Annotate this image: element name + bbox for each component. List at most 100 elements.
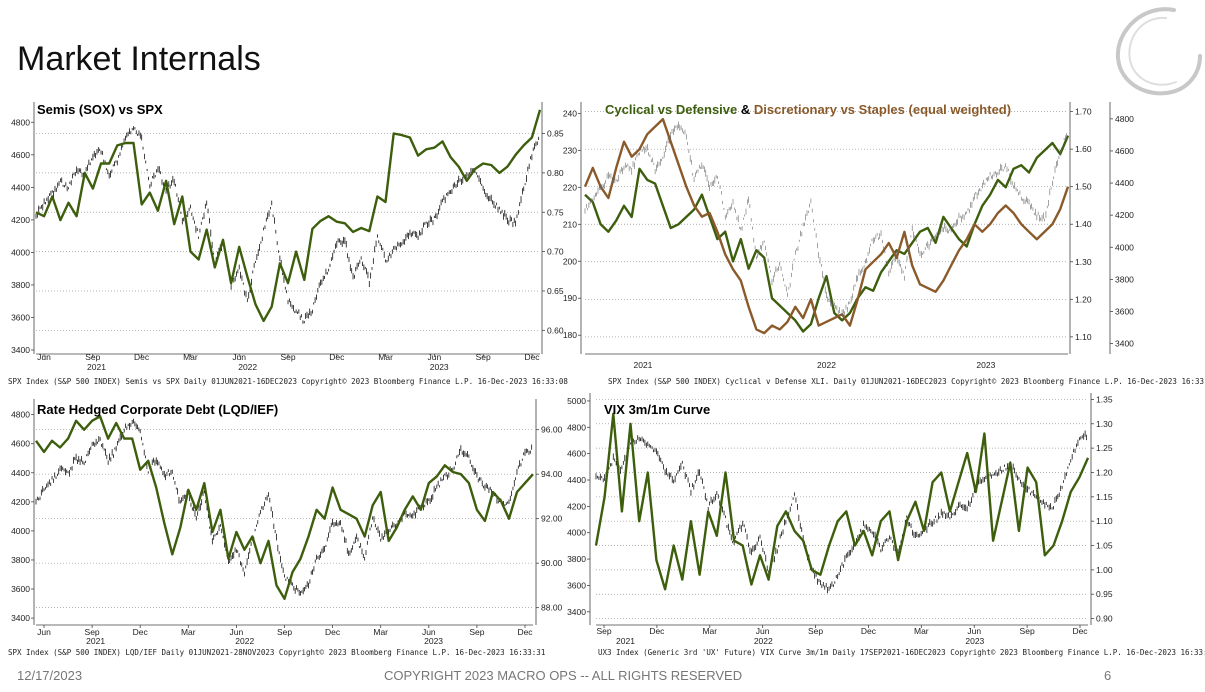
right-tick-label: 0.85 [547, 129, 564, 139]
left-tick-label: 4800 [11, 117, 30, 127]
x-tick-label: Sep [469, 627, 484, 637]
right-tick-label: 1.00 [1096, 565, 1113, 575]
x-tick-label: Dec [329, 352, 345, 362]
year-label: 2022 [817, 360, 836, 370]
left-tick-label: 220 [563, 182, 577, 192]
year-label: 2021 [633, 360, 652, 370]
right-tick-label: 1.50 [1075, 182, 1092, 192]
x-tick-label: Jun [232, 352, 246, 362]
footer-copyright: COPYRIGHT 2023 MACRO OPS -- ALL RIGHTS R… [384, 668, 743, 683]
far-right-tick-label: 4200 [1115, 210, 1134, 220]
right-tick-label: 96.00 [541, 425, 563, 435]
right-tick-label: 0.75 [547, 207, 564, 217]
x-tick-label: Dec [133, 627, 149, 637]
right-tick-label: 0.60 [547, 325, 564, 335]
left-tick-label: 210 [563, 219, 577, 229]
left-tick-label: 3400 [11, 345, 30, 355]
left-tick-label: 3800 [11, 280, 30, 290]
left-tick-label: 4400 [11, 182, 30, 192]
x-tick-label: Sep [280, 352, 295, 362]
right-tick-label: 0.95 [1096, 589, 1113, 599]
series-line-discretionary-vs-staples [583, 117, 1070, 335]
chart-vix-curve: 3400 3600 3800 4000 4200 4400 4600 4800 5000 0.90… [560, 393, 1205, 663]
x-tick-label: Sep [85, 627, 100, 637]
x-tick-label: Jun [756, 626, 770, 636]
x-tick-label: Sep [1020, 626, 1035, 636]
series-line-lqd-ief [35, 415, 534, 600]
right-tick-label: 92.00 [541, 514, 563, 524]
right-tick-label: 1.10 [1075, 332, 1092, 342]
year-label: 2023 [976, 360, 995, 370]
series-line-vix-3m-1m [594, 412, 1090, 591]
year-label: 2023 [430, 362, 449, 372]
x-tick-label: Mar [378, 352, 393, 362]
left-tick-label: 200 [563, 256, 577, 266]
year-label: 2022 [238, 362, 257, 372]
left-tick-label: 240 [563, 108, 577, 118]
far-right-tick-label: 4800 [1115, 114, 1134, 124]
far-right-tick-label: 3600 [1115, 306, 1134, 316]
chart-semis-vs-spx: 3400 3600 3800 4000 4200 4400 4600 4800 0.60 0.65… [0, 98, 568, 388]
series-line-semis-vs-spx [35, 109, 542, 323]
x-tick-label: Dec [861, 626, 877, 636]
chart-source: UX3 Index (Generic 3rd 'UX' Future) VIX … [598, 648, 1205, 657]
chart-vix-curve-plot: 3400 3600 3800 4000 4200 4400 4600 4800 5000 0.90… [567, 393, 1113, 646]
left-tick-label: 4200 [11, 215, 30, 225]
x-tick-label: Mar [914, 626, 929, 636]
left-tick-label: 3600 [11, 312, 30, 322]
right-tick-label: 1.05 [1096, 541, 1113, 551]
far-right-tick-label: 4600 [1115, 146, 1134, 156]
slide-title: Market Internals [17, 40, 261, 78]
far-right-tick-label: 3400 [1115, 339, 1134, 349]
far-right-tick-label: 3800 [1115, 274, 1134, 284]
x-tick-label: Sep [808, 626, 823, 636]
left-tick-label: 5000 [567, 396, 586, 406]
title-cyclical: Cyclical vs Defensive [605, 102, 738, 117]
series-spx [35, 418, 533, 596]
x-tick-label: Jun [967, 626, 981, 636]
year-label: 2021 [616, 636, 635, 646]
chart-title: VIX 3m/1m Curve [604, 402, 711, 417]
chart-title: Cyclical vs Defensive & Discretionary vs… [605, 102, 1011, 117]
x-tick-label: Sep [476, 352, 491, 362]
left-tick-label: 4000 [567, 528, 586, 538]
x-tick-label: Sep [85, 352, 100, 362]
right-tick-label: 1.30 [1075, 257, 1092, 267]
left-tick-label: 4800 [11, 410, 30, 420]
title-amp: & [737, 102, 754, 117]
x-tick-label: Mar [373, 627, 388, 637]
left-tick-label: 4000 [11, 247, 30, 257]
far-right-tick-label: 4400 [1115, 178, 1134, 188]
left-tick-label: 3400 [11, 613, 30, 623]
right-tick-label: 1.35 [1096, 394, 1113, 404]
left-tick-label: 230 [563, 145, 577, 155]
x-tick-label: Sep [277, 627, 292, 637]
right-tick-label: 1.60 [1075, 144, 1092, 154]
right-tick-label: 0.80 [547, 168, 564, 178]
left-tick-label: 4600 [11, 439, 30, 449]
year-label: 2023 [424, 636, 443, 646]
chart-source: SPX Index (S&P 500 INDEX) Cyclical v Def… [608, 377, 1205, 386]
x-tick-label: Dec [325, 627, 341, 637]
x-tick-label: Sep [596, 626, 611, 636]
chart-semis-vs-spx-plot: 3400 3600 3800 4000 4200 4400 4600 4800 0.60 0.65… [11, 102, 564, 372]
left-tick-label: 3800 [567, 554, 586, 564]
right-tick-label: 1.40 [1075, 219, 1092, 229]
page-number: 6 [1104, 668, 1112, 683]
right-tick-label: 1.70 [1075, 107, 1092, 117]
left-tick-label: 4400 [567, 475, 586, 485]
year-label: 2022 [235, 636, 254, 646]
brand-logo-icon [1115, 7, 1202, 96]
left-tick-label: 4800 [567, 422, 586, 432]
series-spx [584, 121, 1068, 316]
year-label: 2021 [86, 636, 105, 646]
left-tick-label: 3400 [567, 607, 586, 617]
right-tick-label: 0.70 [547, 247, 564, 257]
right-tick-label: 1.25 [1096, 443, 1113, 453]
chart-source: SPX Index (S&P 500 INDEX) LQD/IEF Daily … [8, 648, 546, 657]
right-tick-label: 1.20 [1075, 294, 1092, 304]
x-tick-label: Mar [183, 352, 198, 362]
x-tick-label: Dec [134, 352, 150, 362]
chart-title: Semis (SOX) vs SPX [37, 102, 163, 117]
left-tick-label: 4400 [11, 468, 30, 478]
